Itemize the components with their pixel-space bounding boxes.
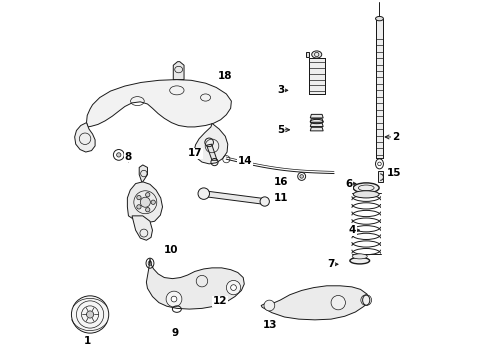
Ellipse shape <box>312 51 322 58</box>
Polygon shape <box>139 165 147 182</box>
Polygon shape <box>261 286 368 320</box>
Ellipse shape <box>353 191 379 198</box>
Polygon shape <box>309 58 324 94</box>
Circle shape <box>146 208 150 212</box>
Circle shape <box>331 296 345 310</box>
Text: 17: 17 <box>188 148 202 158</box>
Text: 13: 13 <box>263 320 277 330</box>
Polygon shape <box>310 114 323 118</box>
Circle shape <box>151 200 155 204</box>
Circle shape <box>87 311 94 318</box>
Text: 12: 12 <box>213 296 227 306</box>
Ellipse shape <box>352 254 368 259</box>
Polygon shape <box>378 171 383 182</box>
Polygon shape <box>310 123 323 127</box>
Polygon shape <box>376 19 383 158</box>
Text: 11: 11 <box>273 193 288 203</box>
Ellipse shape <box>300 175 303 178</box>
Polygon shape <box>132 216 152 240</box>
Polygon shape <box>207 144 217 160</box>
Text: 18: 18 <box>218 71 233 81</box>
Text: 5: 5 <box>277 125 285 135</box>
Polygon shape <box>173 62 184 80</box>
Circle shape <box>198 188 210 199</box>
Polygon shape <box>310 119 323 122</box>
Text: 10: 10 <box>164 245 179 255</box>
Circle shape <box>146 193 150 197</box>
Polygon shape <box>306 51 309 57</box>
Ellipse shape <box>353 183 379 193</box>
Polygon shape <box>127 182 163 223</box>
Text: 7: 7 <box>327 259 335 269</box>
Text: 3: 3 <box>277 85 285 95</box>
Circle shape <box>231 285 236 291</box>
Polygon shape <box>87 80 231 127</box>
Text: 2: 2 <box>392 132 399 142</box>
Text: 9: 9 <box>172 328 179 338</box>
Circle shape <box>264 300 275 311</box>
Polygon shape <box>310 127 323 131</box>
Polygon shape <box>203 191 265 204</box>
Circle shape <box>171 296 177 302</box>
Circle shape <box>140 197 150 207</box>
Text: 14: 14 <box>238 156 252 166</box>
Text: 4: 4 <box>349 225 356 235</box>
Circle shape <box>361 295 371 306</box>
Ellipse shape <box>350 257 369 264</box>
Polygon shape <box>74 123 95 152</box>
Circle shape <box>137 205 141 209</box>
Circle shape <box>72 296 109 333</box>
Circle shape <box>166 291 182 307</box>
Text: 8: 8 <box>125 152 132 162</box>
Polygon shape <box>147 258 245 309</box>
Circle shape <box>137 195 141 200</box>
Circle shape <box>226 280 241 295</box>
Ellipse shape <box>117 153 121 157</box>
Ellipse shape <box>375 17 383 21</box>
Text: 15: 15 <box>387 168 401 178</box>
Polygon shape <box>194 123 228 164</box>
Circle shape <box>260 197 270 206</box>
Text: 1: 1 <box>84 336 91 346</box>
Text: 16: 16 <box>273 177 288 187</box>
Text: 6: 6 <box>345 179 353 189</box>
